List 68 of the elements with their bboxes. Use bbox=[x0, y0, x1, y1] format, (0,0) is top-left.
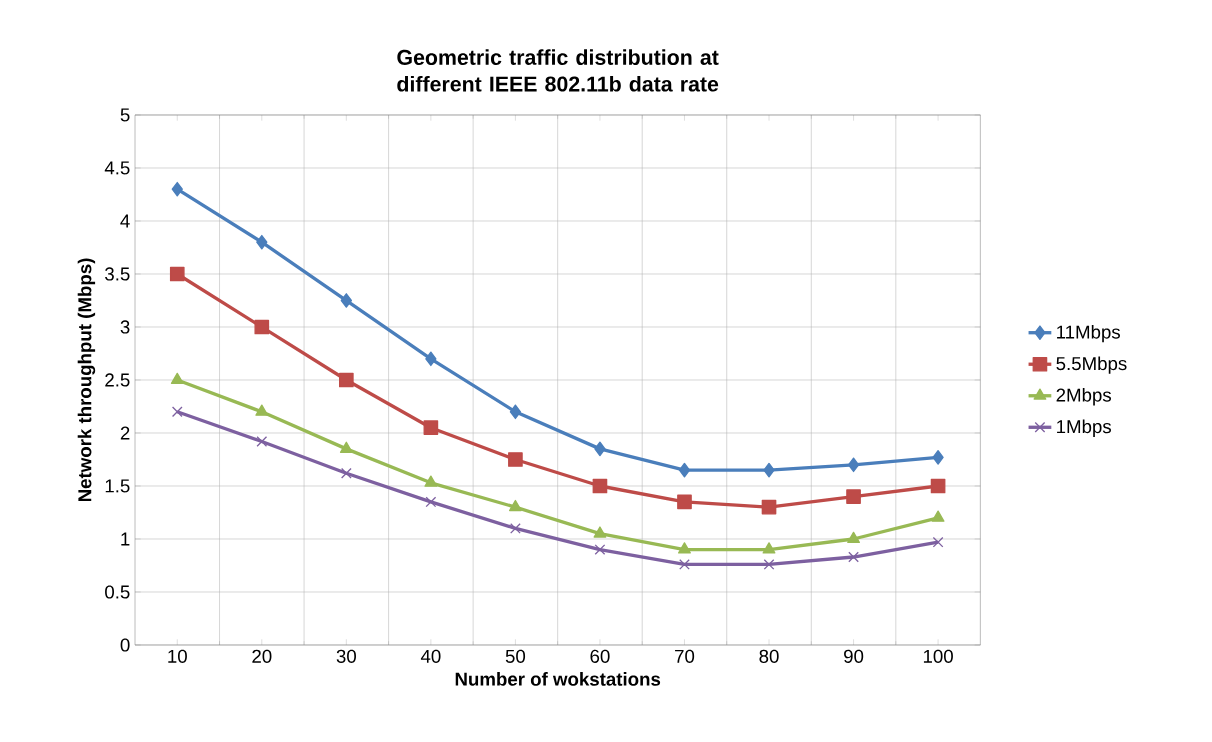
point bbox=[931, 510, 945, 522]
legend-label: 2Mbps bbox=[1056, 387, 1111, 406]
point bbox=[932, 536, 944, 548]
point bbox=[171, 406, 183, 418]
y-tick-label: 4.5 bbox=[104, 161, 130, 175]
point bbox=[340, 467, 352, 479]
point bbox=[170, 372, 184, 384]
point bbox=[510, 523, 521, 534]
point bbox=[678, 542, 691, 554]
point bbox=[848, 551, 859, 563]
x-tick-label: 30 bbox=[336, 649, 356, 663]
point bbox=[169, 266, 185, 282]
y-tick-label: 2 bbox=[120, 426, 130, 440]
point bbox=[763, 559, 775, 570]
point bbox=[679, 559, 690, 570]
point bbox=[762, 542, 776, 554]
y-tick-label: 1 bbox=[121, 532, 130, 546]
point bbox=[171, 181, 183, 197]
point bbox=[340, 293, 353, 308]
legend-label: 1Mbps bbox=[1057, 419, 1111, 437]
y-tick-label: 3 bbox=[120, 320, 130, 334]
legend-label: 11Mbps bbox=[1057, 324, 1120, 343]
point bbox=[930, 478, 946, 494]
point bbox=[508, 452, 523, 467]
x-tick-label: 80 bbox=[759, 649, 779, 663]
point bbox=[932, 450, 944, 465]
y-tick-label: 0.5 bbox=[105, 585, 130, 599]
point bbox=[339, 441, 353, 453]
x-tick-label: 10 bbox=[168, 649, 187, 663]
point bbox=[846, 489, 861, 504]
x-tick-label: 70 bbox=[675, 649, 695, 663]
point bbox=[425, 351, 437, 367]
point bbox=[425, 496, 437, 508]
y-tick-label: 5 bbox=[120, 108, 130, 122]
point bbox=[593, 526, 607, 538]
point bbox=[592, 478, 608, 494]
legend-label: 5.5Mbps bbox=[1056, 356, 1127, 374]
y-tick-label: 4 bbox=[120, 214, 130, 228]
x-tick-label: 60 bbox=[590, 649, 610, 663]
point bbox=[254, 319, 270, 335]
x-tick-label: 50 bbox=[505, 649, 526, 663]
point bbox=[256, 234, 268, 250]
x-tick-label: 100 bbox=[923, 649, 953, 663]
point bbox=[763, 462, 775, 478]
point bbox=[339, 372, 354, 388]
point bbox=[678, 462, 691, 478]
x-axis-title: Number of wokstations bbox=[455, 672, 661, 686]
x-tick-label: 40 bbox=[420, 649, 441, 663]
point bbox=[256, 436, 268, 447]
point bbox=[424, 475, 438, 487]
point bbox=[509, 404, 522, 420]
chart-title: Geometric traffic distribution at different IEEE 802.11b data rate bbox=[397, 49, 719, 92]
point bbox=[847, 531, 860, 543]
point bbox=[677, 494, 692, 510]
y-tick-label: 1.5 bbox=[105, 479, 130, 493]
y-tick-label: 2.5 bbox=[105, 373, 130, 387]
x-tick-label: 90 bbox=[844, 649, 864, 663]
point bbox=[761, 499, 777, 515]
y-tick-label: 3.5 bbox=[105, 267, 130, 281]
point bbox=[255, 404, 269, 416]
point bbox=[508, 499, 522, 512]
y-tick-label: 0 bbox=[120, 638, 130, 652]
x-tick-label: 20 bbox=[252, 649, 272, 663]
y-axis-title: Network throughput (Mbps) bbox=[77, 258, 96, 502]
point bbox=[594, 544, 606, 555]
point bbox=[423, 420, 439, 436]
point bbox=[847, 457, 860, 473]
point bbox=[594, 441, 606, 457]
